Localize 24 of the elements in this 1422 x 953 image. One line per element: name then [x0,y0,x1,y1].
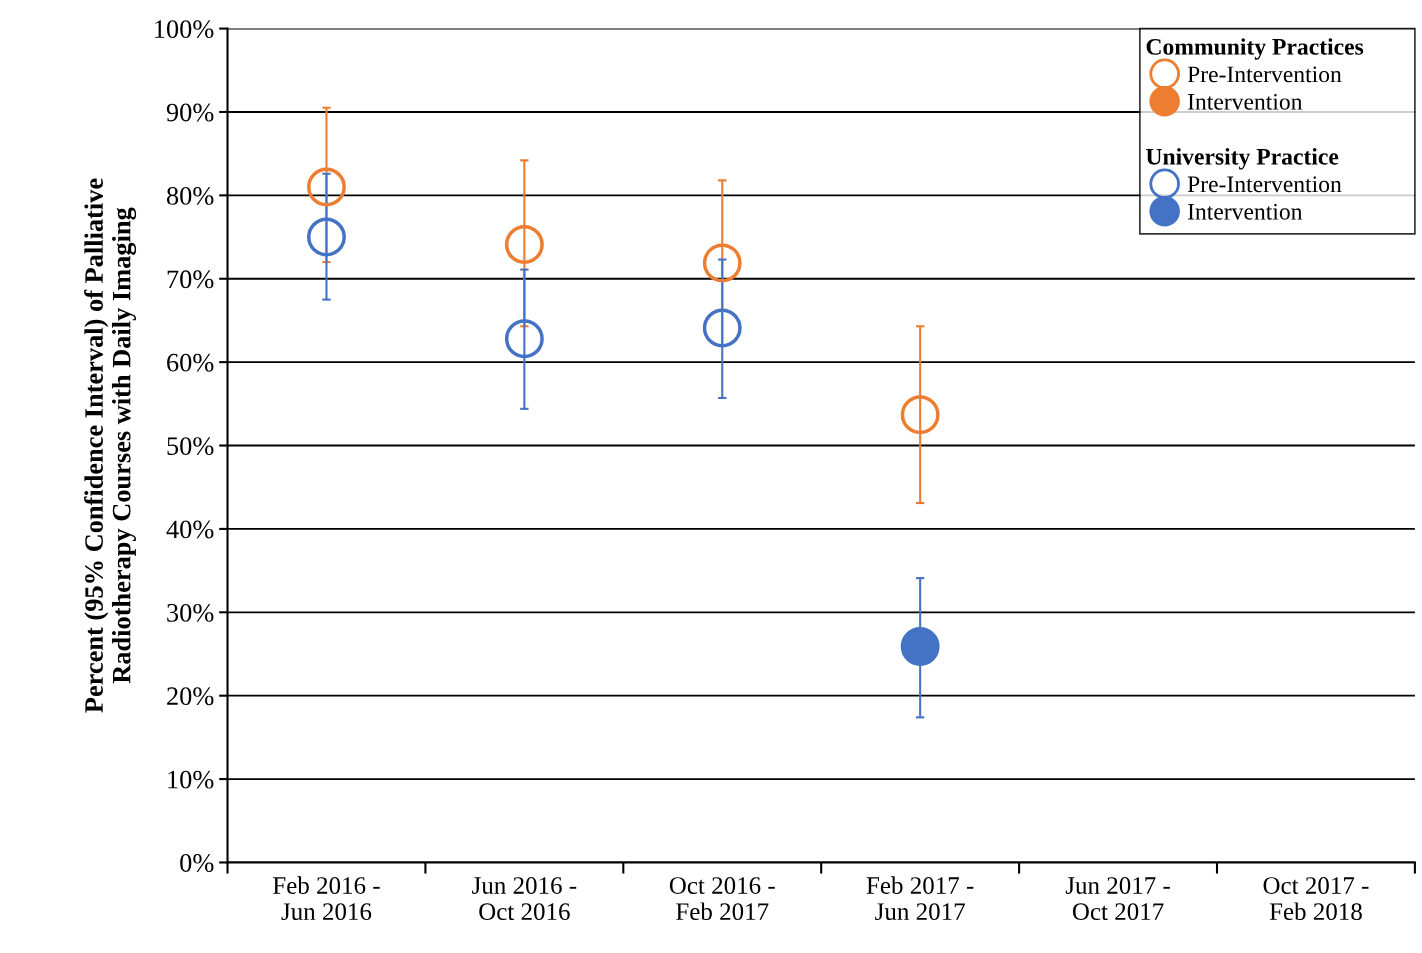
y-tick-label: 70% [167,270,214,289]
y-tick-label: 90% [166,103,214,122]
legend-label: Pre-Intervention [1187,176,1342,193]
y-axis-title: Percent (95% Confidence Interval) of Palliative Radiotherapy Courses with Daily Imaging [84,178,137,713]
y-tick-label: 30% [167,603,214,622]
x-tick-label: Jun 2016 - Oct 2016 [472,877,577,921]
y-tick-label: 0% [180,854,214,872]
y-tick-label: 80% [166,186,214,205]
y-tick-label: 20% [167,687,214,706]
y-tick-label: 10% [168,770,214,789]
legend-label: Intervention [1187,93,1303,110]
legend-label: Pre-Intervention [1187,66,1342,83]
y-tick-label: 40% [166,520,214,539]
annotation: Community Practices [1146,38,1364,60]
x-tick-label: Oct 2016 - Feb 2017 [669,877,775,921]
legend-label: Intervention [1187,203,1303,220]
x-tick-label: Jun 2017 - Oct 2017 [1065,877,1170,921]
x-tick-label: Feb 2017 - Jun 2017 [866,876,974,921]
x-tick-label: Feb 2016 - Jun 2016 [273,876,380,921]
annotation: University Practice [1146,148,1339,170]
y-tick-label: 60% [167,353,214,372]
y-tick-label: 50% [167,437,214,456]
y-tick-label: 100% [155,20,214,39]
x-tick-label: Oct 2017 - Feb 2018 [1263,877,1369,921]
